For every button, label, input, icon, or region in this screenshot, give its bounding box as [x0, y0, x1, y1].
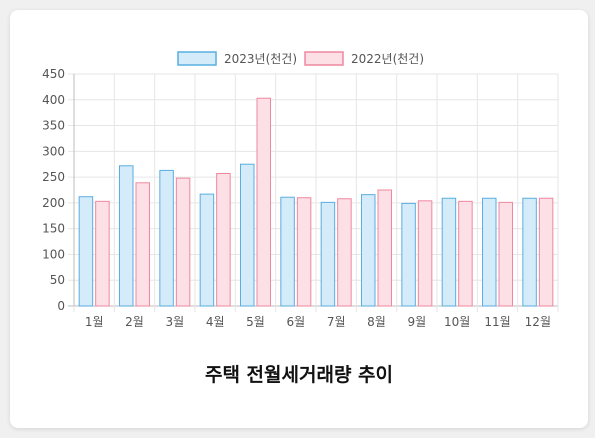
y-tick-label: 0	[57, 299, 65, 313]
x-tick-label: 8월	[367, 315, 386, 329]
bar-series-2	[458, 200, 473, 307]
bar-series-2	[538, 197, 554, 307]
bar-series-2	[337, 198, 352, 307]
y-tick-label: 100	[42, 247, 65, 261]
y-tick-label: 200	[42, 196, 65, 210]
y-tick-label: 50	[50, 273, 65, 287]
bar-series-1	[280, 196, 295, 307]
x-tick-label: 11월	[484, 315, 510, 329]
bar-series-2	[256, 97, 271, 307]
bar-series-1	[482, 197, 497, 307]
x-tick-label: 1월	[85, 315, 104, 329]
bar-series-1	[199, 193, 215, 307]
bar-series-2	[95, 200, 110, 307]
bar-series-2	[135, 182, 150, 307]
y-tick-label: 450	[42, 67, 65, 81]
x-tick-label: 4월	[206, 315, 225, 329]
y-tick-label: 350	[42, 119, 65, 133]
chart-card: 0 50 100 150 200 250 300 350 400 450 1월 2월 3월 4월 5월 6월 7…	[10, 10, 588, 428]
bar-series-2	[296, 197, 312, 307]
bar-series-2	[175, 177, 191, 307]
bar-series-1	[119, 165, 134, 307]
bar-series-2	[417, 200, 433, 307]
bar-series-1	[441, 197, 457, 307]
x-tick-label: 6월	[286, 315, 305, 329]
x-tick-label: 2월	[125, 315, 144, 329]
x-tick-label: 7월	[327, 315, 346, 329]
chart-caption: 주택 전월세거래량 추이	[204, 364, 394, 386]
bar-series-1	[320, 201, 336, 307]
bar-series-2	[498, 201, 513, 307]
y-tick-label: 300	[42, 144, 65, 158]
y-tick-label: 150	[42, 222, 65, 236]
bar-chart: 0 50 100 150 200 250 300 350 400 450 1월 2월 3월 4월 5월 6월 7…	[42, 51, 559, 329]
bar-series-1	[522, 197, 537, 307]
bar-series-1	[361, 194, 376, 307]
y-tick-label: 250	[42, 170, 65, 184]
x-tick-label: 10월	[444, 315, 470, 329]
y-tick-label: 400	[42, 93, 65, 107]
bar-series-2	[216, 173, 231, 307]
bar-series-1	[240, 163, 255, 307]
x-tick-label: 12월	[525, 315, 551, 329]
legend-swatch-1	[177, 51, 217, 66]
bar-series-1	[401, 202, 416, 307]
bar-series-1	[78, 196, 94, 307]
legend-label-1: 2023년(천건)	[224, 51, 297, 66]
x-tick-label: 3월	[165, 315, 184, 329]
legend-label-2: 2022년(천건)	[351, 51, 424, 66]
x-tick-label: 5월	[246, 315, 265, 329]
x-tick-label: 9월	[407, 315, 426, 329]
legend-swatch-2	[304, 51, 344, 66]
bar-series-1	[159, 169, 174, 307]
bar-series-2	[377, 189, 392, 307]
